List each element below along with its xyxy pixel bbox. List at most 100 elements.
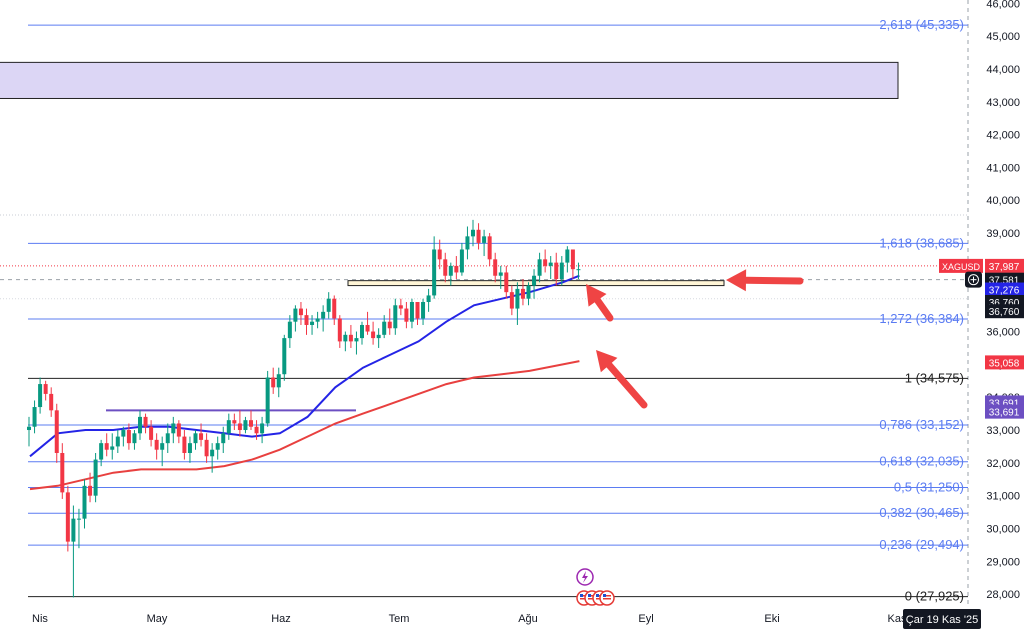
x-axis-tick-label: Tem	[389, 613, 410, 625]
fib-level-label: 0,786 (33,152)	[879, 417, 964, 432]
candle-body	[76, 518, 81, 520]
candle	[321, 305, 326, 332]
fib-level-label: 1,618 (38,685)	[879, 235, 964, 250]
candle	[121, 426, 126, 447]
candle	[371, 321, 376, 345]
flag-icon-canton[interactable]	[580, 594, 583, 597]
candle	[448, 262, 453, 286]
candle	[348, 324, 353, 348]
candle-body	[365, 324, 370, 332]
candle-body	[482, 236, 487, 243]
flag-icon-stripe[interactable]	[580, 595, 588, 597]
candle	[54, 403, 59, 463]
candle	[570, 249, 575, 280]
date-badge: Çar 19 Kas '25	[903, 609, 981, 629]
date-badge-bg	[903, 609, 981, 629]
candle-body	[376, 334, 381, 339]
fib-level-label: 0,236 (29,494)	[879, 537, 964, 552]
candle-body	[287, 321, 292, 339]
us-flag-event-icon[interactable]	[599, 590, 615, 606]
plus-icon-ring[interactable]	[968, 274, 979, 286]
red-arrow-annotation	[726, 269, 804, 292]
event-icons[interactable]	[576, 568, 615, 606]
fib-level-label: 1 (34,575)	[905, 370, 964, 385]
candle-body	[570, 249, 575, 270]
lightning-icon-glyph[interactable]	[582, 571, 588, 583]
red-arrow-annotation	[596, 350, 648, 409]
candle-body	[60, 453, 65, 493]
price-badge-value: 33,691	[989, 408, 1020, 419]
flag-icon-stripe[interactable]	[580, 598, 588, 600]
moving-average-line	[29, 360, 580, 491]
candle-body	[448, 265, 453, 276]
candle	[454, 256, 459, 280]
candle-body	[121, 430, 126, 437]
candle	[537, 252, 542, 283]
candle-body	[393, 305, 398, 329]
price-badge-bg	[985, 282, 1024, 297]
candle-body	[115, 436, 120, 447]
candle	[104, 433, 109, 457]
candle-body	[271, 377, 276, 388]
price-badge: 37,276	[985, 282, 1024, 297]
candle-body	[93, 459, 98, 496]
candle	[315, 311, 320, 329]
flag-icon-stripe[interactable]	[588, 598, 596, 600]
price-badge-value: 36,760	[989, 307, 1020, 318]
flag-icon-stripe[interactable]	[603, 595, 611, 597]
y-axis-tick-label: 33,000	[986, 425, 1020, 437]
arrow-head	[586, 284, 607, 307]
candle	[393, 298, 398, 335]
candle-body	[38, 384, 43, 408]
candle	[387, 308, 392, 335]
candle	[382, 315, 387, 339]
candle	[65, 485, 70, 552]
y-axis-tick-label: 29,000	[986, 556, 1020, 568]
flag-icon-canton[interactable]	[596, 594, 599, 597]
candle-body	[343, 334, 348, 342]
y-axis-tick-label: 46,000	[986, 0, 1020, 10]
candle	[99, 439, 104, 467]
flag-icon-canton[interactable]	[603, 594, 606, 597]
candle-body	[143, 416, 148, 427]
candle	[171, 416, 176, 444]
zone-rectangle[interactable]	[0, 61, 899, 99]
candle-body	[265, 377, 270, 424]
candle-body	[515, 288, 520, 309]
flag-icon-stripe[interactable]	[588, 595, 596, 597]
candle	[498, 265, 503, 289]
candle-body	[426, 295, 431, 302]
lightning-event-icon[interactable]	[576, 568, 594, 586]
candle	[182, 430, 187, 460]
candle	[354, 331, 359, 355]
y-axis-tick-label: 32,000	[986, 458, 1020, 470]
crosshair-plus-icon[interactable]	[965, 271, 982, 288]
candle	[504, 265, 509, 299]
candle	[254, 420, 259, 440]
candle	[88, 472, 93, 503]
candle-body	[476, 229, 481, 243]
flag-icon-stripe[interactable]	[603, 598, 611, 600]
candle	[210, 443, 215, 473]
y-axis-tick-label: 44,000	[986, 64, 1020, 76]
y-axis-tick-label: 39,000	[986, 228, 1020, 240]
x-axis-tick-label: Haz	[271, 613, 291, 625]
candle-body	[415, 302, 420, 319]
candle	[160, 436, 165, 467]
candle	[360, 321, 364, 345]
candle	[426, 288, 431, 312]
candle-body	[132, 433, 137, 444]
y-axis-tick-label: 36,000	[986, 327, 1020, 339]
candle	[215, 436, 220, 460]
candle	[415, 302, 420, 325]
candle-body	[282, 338, 287, 375]
fib-level-label: 0 (27,925)	[905, 589, 964, 604]
drawing-zones[interactable]	[0, 61, 899, 412]
candle-body	[176, 423, 181, 437]
candle-body	[210, 449, 215, 457]
candle	[515, 282, 520, 325]
price-badge-bg	[985, 404, 1024, 419]
flag-icon-canton[interactable]	[588, 594, 591, 597]
